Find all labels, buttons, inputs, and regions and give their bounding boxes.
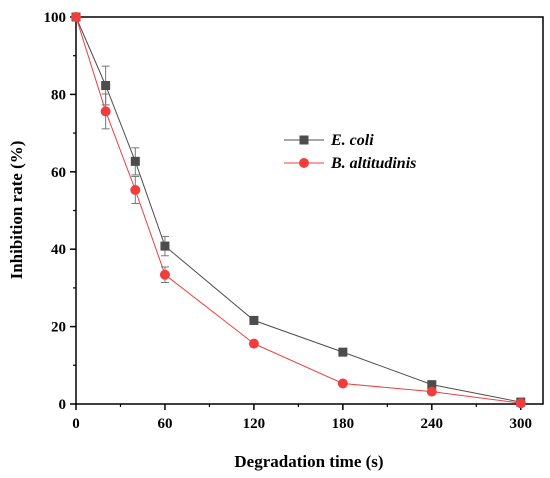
legend-label-b-altitudinis: B. altitudinis <box>330 155 416 172</box>
x-tick-label: 180 <box>332 416 355 432</box>
x-tick-label: 0 <box>72 416 80 432</box>
plot-frame <box>75 16 544 405</box>
x-tick-label: 60 <box>157 416 172 432</box>
series-layer <box>71 12 526 409</box>
series-line-e-coli <box>75 16 521 403</box>
data-point-b-altitudinis <box>337 378 348 389</box>
legend-label-e-coli: E. coli <box>330 132 374 149</box>
legend: E. coli B. altitudinis <box>284 132 416 172</box>
x-tick-label: 240 <box>421 416 444 432</box>
legend-marker-b-altitudinis <box>299 158 309 168</box>
data-point-b-altitudinis <box>100 106 111 117</box>
x-tick-label: 300 <box>510 416 533 432</box>
ticks: 0 60 120 180 240 300 0 20 40 60 80 100 <box>44 10 533 432</box>
legend-marker-e-coli <box>299 135 309 145</box>
data-point-e-coli <box>427 380 437 390</box>
data-point-b-altitudinis <box>426 386 437 397</box>
y-tick-label: 0 <box>59 397 67 413</box>
data-point-e-coli <box>101 80 111 90</box>
data-point-e-coli <box>130 156 140 166</box>
data-point-b-altitudinis <box>515 398 526 409</box>
data-point-b-altitudinis <box>159 269 170 280</box>
data-point-e-coli <box>160 241 170 251</box>
data-point-e-coli <box>249 315 259 325</box>
y-tick-label: 80 <box>51 87 66 103</box>
data-point-e-coli <box>338 347 348 357</box>
y-axis-title: Inhibition rate (%) <box>7 141 26 280</box>
y-tick-label: 40 <box>51 242 66 258</box>
y-tick-label: 60 <box>51 165 66 181</box>
x-tick-label: 120 <box>243 416 266 432</box>
y-tick-label: 100 <box>44 10 67 26</box>
y-tick-label: 20 <box>51 320 66 336</box>
x-axis-title: Degradation time (s) <box>234 452 383 471</box>
data-point-b-altitudinis <box>130 184 141 195</box>
data-point-b-altitudinis <box>71 12 81 22</box>
data-point-b-altitudinis <box>248 338 259 349</box>
series-line-b-altitudinis <box>75 16 521 404</box>
